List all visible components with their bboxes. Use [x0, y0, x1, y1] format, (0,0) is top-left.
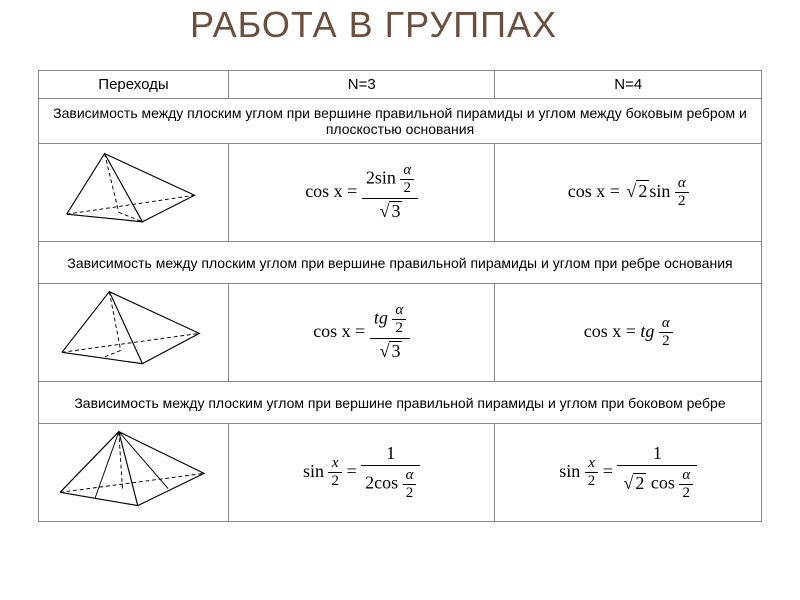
formula-r1-n4: cos x = 2sin α2	[495, 144, 762, 242]
description-1: Зависимость между плоским углом при верш…	[39, 99, 762, 144]
formula-r1-n3: cos x = 2sin α2 3	[228, 144, 495, 242]
diagram-3	[39, 424, 229, 522]
pyramid-icon	[48, 426, 218, 516]
description-row-2: Зависимость между плоским углом при верш…	[39, 242, 762, 284]
formula-r2-n4: cos x = tg α2	[495, 284, 762, 382]
formula-row-3: sin x2 = 1 2cos α2 sin x2 = 1 2 cos α2	[39, 424, 762, 522]
header-n3: N=3	[228, 71, 495, 99]
formula-r2-n3: cos x = tg α2 3	[228, 284, 495, 382]
header-n4: N=4	[495, 71, 762, 99]
table-header-row: Переходы N=3 N=4	[39, 71, 762, 99]
formula-r3-n4: sin x2 = 1 2 cos α2	[495, 424, 762, 522]
header-transitions: Переходы	[39, 71, 229, 99]
diagram-2	[39, 284, 229, 382]
description-row-1: Зависимость между плоским углом при верш…	[39, 99, 762, 144]
formula-row-1: cos x = 2sin α2 3 cos x = 2sin α2	[39, 144, 762, 242]
description-row-3: Зависимость между плоским углом при верш…	[39, 382, 762, 424]
formula-row-2: cos x = tg α2 3 cos x = tg α2	[39, 284, 762, 382]
diagram-1	[39, 144, 229, 242]
formula-table: Переходы N=3 N=4 Зависимость между плоск…	[38, 70, 762, 522]
description-2: Зависимость между плоским углом при верш…	[39, 242, 762, 284]
description-3: Зависимость между плоским углом при верш…	[39, 382, 762, 424]
pyramid-icon	[48, 286, 218, 376]
slide-title: РАБОТА В ГРУППАХ	[190, 6, 557, 44]
pyramid-icon	[48, 146, 218, 236]
formula-r3-n3: sin x2 = 1 2cos α2	[228, 424, 495, 522]
